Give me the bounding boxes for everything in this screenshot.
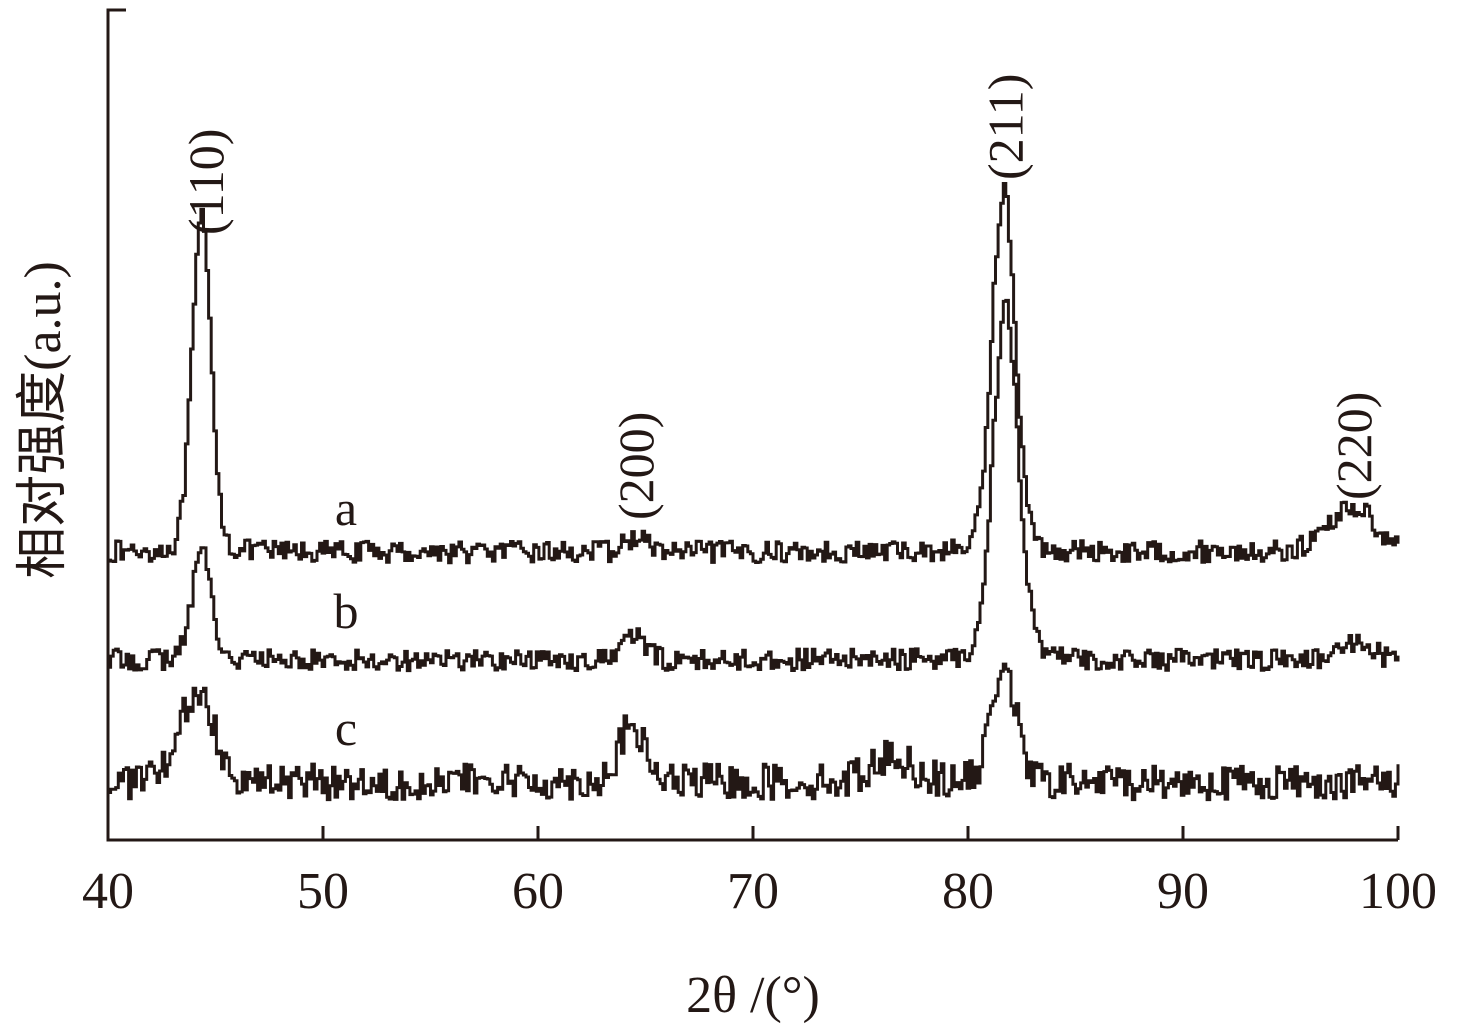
peak-label: (200) xyxy=(608,412,664,520)
axis-frame xyxy=(106,8,1398,842)
axes: 40 50 60 70 80 90 100 xyxy=(82,8,1437,920)
x-tick-label: 100 xyxy=(1359,863,1437,920)
x-tick-label: 40 xyxy=(82,863,134,920)
series-a-line xyxy=(108,182,1400,565)
peak-label: (220) xyxy=(1326,392,1382,500)
series-a-label: a xyxy=(335,480,357,536)
x-tick-label: 60 xyxy=(512,863,564,920)
traces xyxy=(108,182,1400,802)
x-tick-label: 80 xyxy=(942,863,994,920)
labels: 2θ /(°) 相对强度(a.u.) ab c (110) (200) (211) (220) xyxy=(15,74,1382,1024)
series-c-line xyxy=(108,662,1400,802)
series-b-line xyxy=(108,298,1400,673)
x-tick-label: 50 xyxy=(297,863,349,920)
x-tick-label: 70 xyxy=(727,863,779,920)
y-axis-title: 相对强度(a.u.) xyxy=(15,261,72,579)
peak-label: (211) xyxy=(978,74,1034,180)
x-tick-label: 90 xyxy=(1157,863,1209,920)
series-b-label: b xyxy=(334,583,359,639)
x-axis-title: 2θ /(°) xyxy=(686,967,820,1024)
peak-label: (110) xyxy=(178,129,234,235)
series-c-label: c xyxy=(335,700,357,756)
